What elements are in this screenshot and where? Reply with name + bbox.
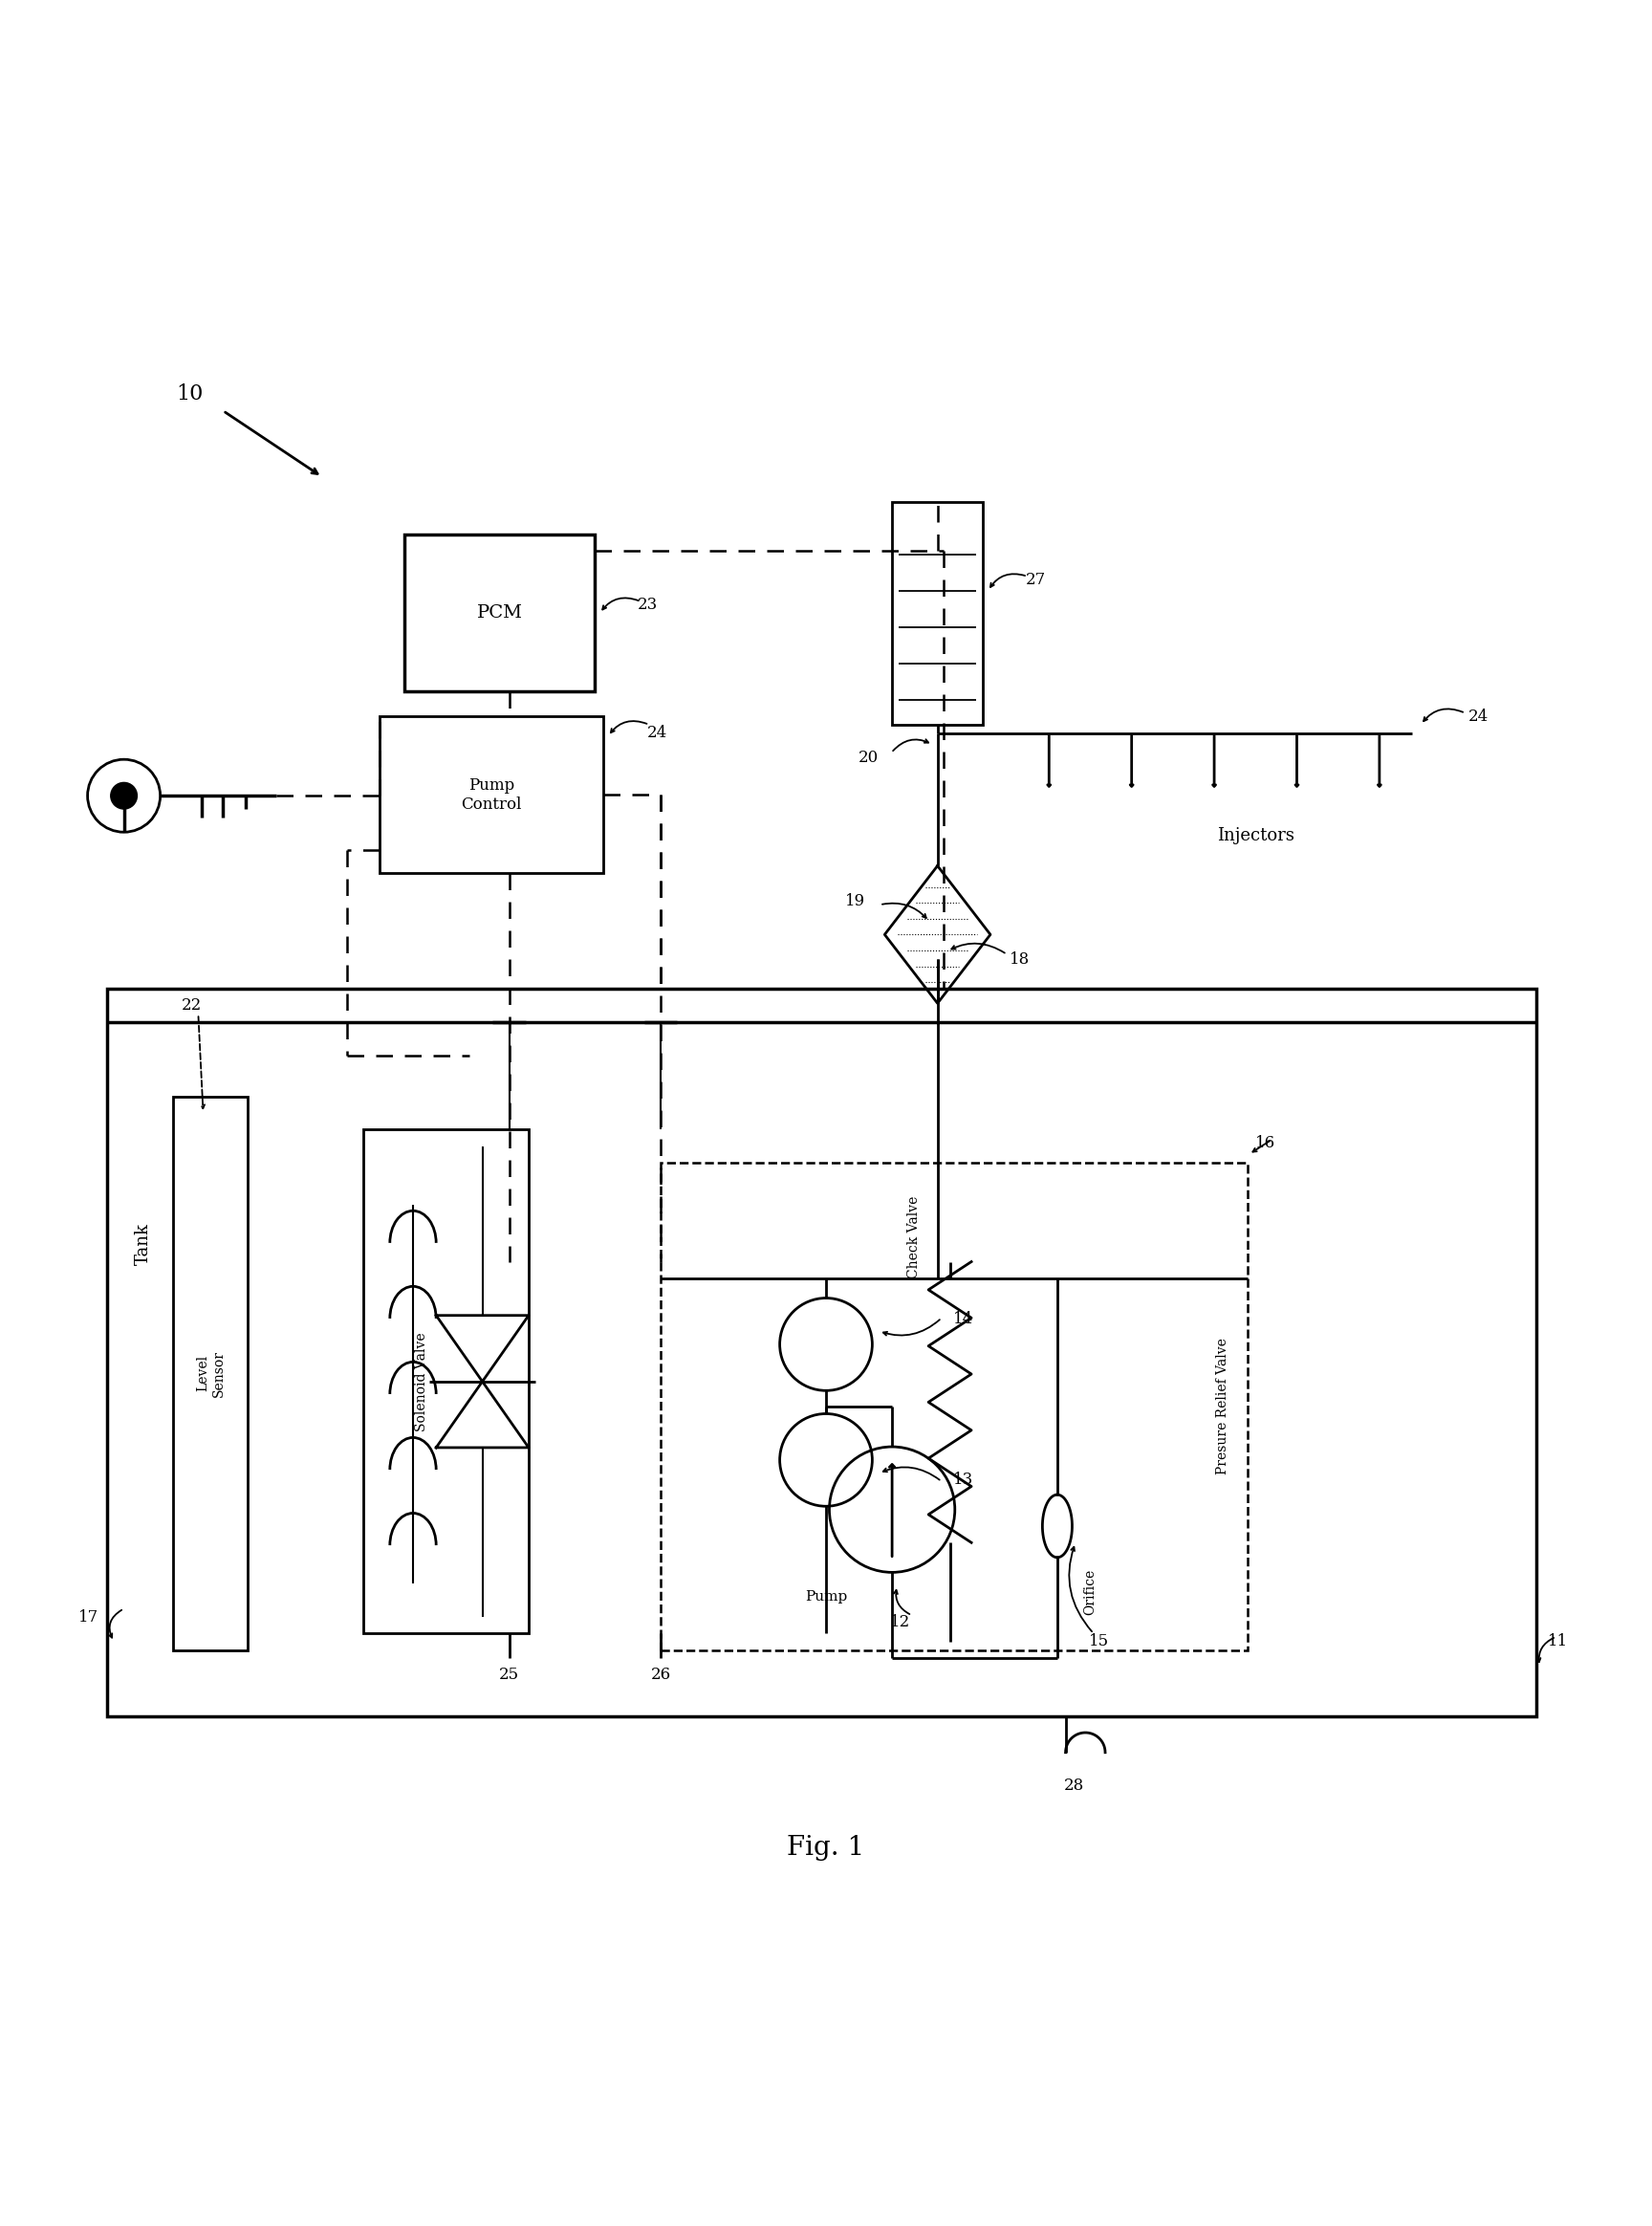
Text: 10: 10 [177,383,203,405]
Text: 27: 27 [1026,572,1046,588]
Text: 20: 20 [857,750,879,766]
Text: 24: 24 [648,726,667,741]
Text: 25: 25 [499,1667,519,1683]
Bar [107,988,1536,1716]
Text: 17: 17 [79,1609,99,1625]
Text: 12: 12 [890,1614,910,1629]
Text: Fig. 1: Fig. 1 [786,1836,866,1861]
Bar [173,1097,248,1649]
Text: 15: 15 [1089,1634,1108,1649]
Text: 23: 23 [638,597,657,612]
Text: Tank: Tank [135,1222,152,1264]
Text: Injectors: Injectors [1218,826,1294,844]
Text: 24: 24 [1469,708,1488,726]
Text: Pump
Control: Pump Control [461,777,522,812]
Text: PCM: PCM [477,605,522,621]
Text: 19: 19 [844,893,866,910]
Bar [405,534,595,692]
Text: 16: 16 [1256,1135,1275,1151]
Text: 11: 11 [1548,1634,1568,1649]
Text: Level
Sensor: Level Sensor [197,1349,225,1396]
Bar [892,501,983,726]
Text: Pump: Pump [805,1589,847,1603]
Bar [661,1162,1247,1649]
Text: Presure Relief Valve: Presure Relief Valve [1216,1338,1229,1474]
Text: Check Valve: Check Valve [907,1195,920,1278]
Text: 14: 14 [953,1311,973,1327]
Text: Solenoid Valve: Solenoid Valve [415,1331,428,1431]
Text: 28: 28 [1064,1776,1084,1794]
Circle shape [111,784,137,808]
Text: Orifice: Orifice [1084,1569,1097,1616]
Text: 18: 18 [1009,951,1031,968]
Bar [363,1129,529,1634]
Text: 13: 13 [953,1471,973,1487]
Text: 26: 26 [651,1667,671,1683]
Text: 22: 22 [182,997,202,1013]
Bar [380,717,603,873]
